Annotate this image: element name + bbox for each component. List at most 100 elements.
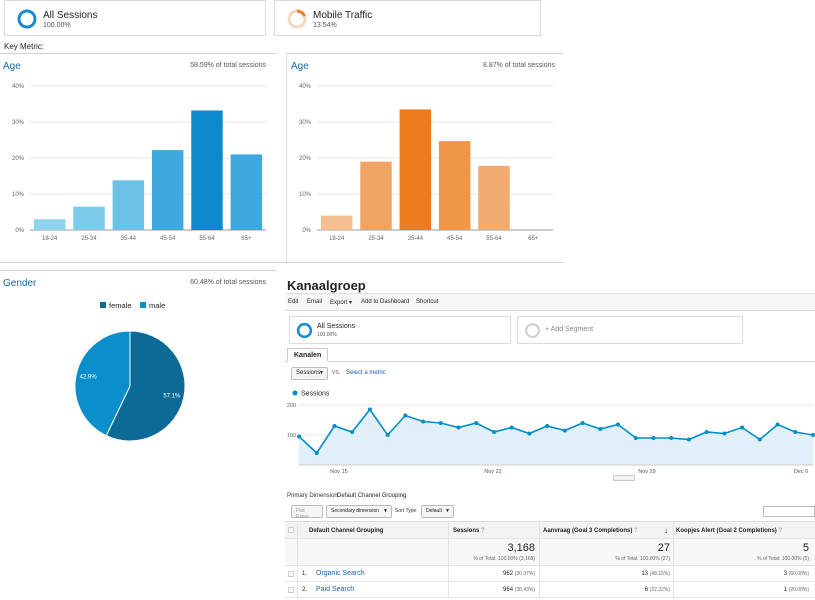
x-tick-label: 18-24 [42, 236, 58, 242]
row-goal2: 1 (20.00%) [784, 587, 809, 593]
bar [360, 161, 392, 230]
sort-type-label: Sort Type: [395, 508, 418, 514]
x-tick-label: 25-34 [368, 236, 384, 242]
data-point [633, 436, 638, 440]
metric-select[interactable]: Sessions ▼ [291, 367, 328, 380]
x-tick-label: 65+ [241, 236, 252, 242]
data-point [527, 431, 532, 436]
metric-select-value: Sessions [296, 370, 321, 376]
x-tick-label: 65+ [528, 236, 539, 242]
legend-label: Sessions [301, 391, 330, 398]
data-point [811, 433, 815, 437]
bar [320, 215, 353, 230]
column-header-goal3[interactable]: Aanvraag (Goal 3 Completions) ? [543, 528, 638, 534]
row-goal2-value: 1 [783, 587, 788, 593]
select-metric-link[interactable]: Select a metric [346, 370, 386, 376]
panel-title: Gender [3, 278, 37, 289]
segment-percent: 13.54% [313, 22, 337, 29]
x-tick-label: Nov 29 [638, 469, 655, 475]
row-sessions-value: 964 [503, 587, 514, 593]
export-button[interactable]: Export ▾ [330, 300, 353, 306]
y-tick-label: 0% [302, 228, 311, 234]
row-channel-link[interactable]: Paid Search [316, 586, 355, 593]
chevron-down-icon: ▼ [383, 508, 388, 514]
x-tick-label: 45-54 [160, 236, 176, 242]
x-tick-label: 55-64 [199, 236, 215, 242]
data-point [793, 430, 798, 434]
area-fill [299, 409, 813, 465]
panel-divider [286, 53, 287, 263]
total-goal3: 27 [657, 542, 670, 554]
row-goal2: 3 (60.00%) [784, 571, 809, 577]
table-totals-row: 3,168 % of Total: 100.00% (3,168) 27 % o… [285, 539, 815, 566]
edit-button[interactable]: Edit [288, 299, 299, 305]
data-point [722, 431, 727, 436]
row-sessions-value: 962 [503, 571, 514, 577]
section-divider [0, 262, 563, 263]
row-checkbox-header [288, 527, 294, 533]
data-point [651, 436, 656, 440]
bar [33, 219, 66, 230]
column-header-label: Aanvraag (Goal 3 Completions) [543, 528, 633, 534]
bar [230, 154, 263, 230]
x-tick-label: 35-44 [121, 236, 137, 242]
chart-scroll-handle[interactable] [613, 475, 635, 481]
y-tick-label: 10% [12, 192, 25, 198]
shortcut-button[interactable]: Shortcut [416, 299, 439, 305]
vs-label: VS. [332, 370, 341, 376]
row-goal3-pct: (48.15%) [649, 571, 670, 577]
help-icon: ? [481, 528, 485, 534]
segment-title: All Sessions [43, 10, 98, 21]
data-point [332, 424, 337, 428]
row-goal2-pct: (60.00%) [788, 571, 809, 577]
row-goal3-value: 13 [641, 571, 649, 577]
row-number: 1. [302, 571, 308, 577]
data-point [474, 421, 479, 425]
email-button[interactable]: Email [307, 299, 323, 305]
data-point [580, 421, 585, 425]
row-checkbox[interactable] [288, 571, 294, 577]
tab-kanalen[interactable]: Kanalen [287, 348, 329, 362]
primary-dimension-value[interactable]: Default Channel Grouping [337, 493, 407, 499]
segment-card-mobile-traffic[interactable]: Mobile Traffic 13.54% [274, 0, 541, 36]
row-checkbox[interactable] [288, 587, 294, 593]
plot-rows-button[interactable]: Plot Rows [291, 505, 323, 520]
segment-ring-icon [287, 9, 307, 29]
primary-dimension-label: Primary Dimension: [287, 493, 340, 499]
data-point [669, 436, 674, 440]
x-tick-label: Nov 15 [330, 469, 347, 475]
row-goal3: 6 (22.22%) [645, 587, 670, 593]
segment-card-all-sessions[interactable]: All Sessions 100.00% [289, 316, 511, 344]
column-header-label: Koopjes Alert (Goal 2 Completions) [676, 528, 777, 534]
add-segment-card[interactable]: + Add Segment [517, 316, 743, 344]
table-column-divider [448, 521, 449, 598]
column-header-sessions[interactable]: Sessions ? [453, 528, 485, 534]
row-goal3-value: 6 [644, 587, 649, 593]
sort-type-select[interactable]: Default ▼ [421, 505, 454, 518]
row-channel-link[interactable]: Organic Search [316, 570, 365, 577]
data-point [775, 422, 780, 427]
key-metric-label: Key Metric: [4, 42, 45, 51]
table-search-input[interactable] [763, 506, 815, 517]
add-to-dashboard-button[interactable]: Add to Dashboard [361, 299, 410, 305]
segment-card-all-sessions[interactable]: All Sessions 100.00% [4, 0, 266, 36]
sort-arrow-down-icon[interactable]: ↓ [664, 526, 668, 535]
table-header-row: Default Channel Grouping Sessions ? Aanv… [285, 521, 815, 539]
column-header-goal2[interactable]: Koopjes Alert (Goal 2 Completions) ? [676, 528, 782, 534]
data-point [350, 430, 355, 434]
data-point [385, 433, 390, 437]
y-tick-label: 200 [287, 403, 296, 409]
secondary-dimension-select[interactable]: Secondary dimension ▼ [326, 505, 392, 518]
data-point [491, 430, 496, 434]
segment-percent: 100.00% [43, 22, 71, 29]
bar [151, 150, 184, 230]
total-sessions-note: % of Total: 100.00% (3,168) [473, 556, 535, 562]
column-header-channel[interactable]: Default Channel Grouping [309, 528, 384, 534]
pie-label: 57.1% [163, 393, 181, 399]
report-toolbar: Edit Email Export ▾ Add to Dashboard Sho… [285, 293, 815, 311]
panel-title: Age [3, 61, 21, 72]
age-panel-mobile: Age 8.87% of total sessions 0% 10% 20% 30% 4… [287, 53, 563, 263]
legend-dot [292, 390, 298, 396]
y-tick-label: 0% [15, 228, 24, 234]
y-tick-label: 30% [12, 120, 25, 126]
